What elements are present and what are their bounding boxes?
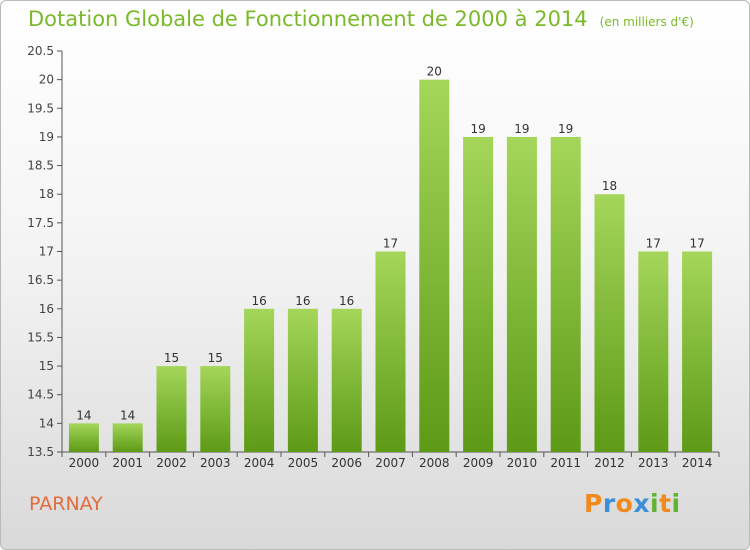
x-tick-label: 2006 [331, 456, 362, 470]
logo-letter: i [671, 489, 681, 518]
y-tick-label: 17 [39, 245, 54, 259]
bar [112, 423, 143, 452]
y-tick-label: 20 [39, 73, 54, 87]
y-tick-label: 18 [39, 187, 54, 201]
y-tick-label: 16.5 [27, 273, 54, 287]
y-tick-label: 20.5 [27, 44, 54, 58]
bar [419, 79, 450, 453]
bar [463, 136, 494, 452]
bar-value-label: 20 [427, 65, 442, 79]
chart-subtitle: (en milliers d'€) [599, 15, 694, 29]
x-tick-label: 2002 [156, 456, 187, 470]
bar [506, 136, 537, 452]
y-tick-label: 16 [39, 302, 54, 316]
x-tick-label: 2011 [550, 456, 581, 470]
logo-letter: i [650, 489, 660, 518]
bar-value-label: 16 [339, 294, 354, 308]
x-tick-label: 2003 [200, 456, 231, 470]
x-tick-label: 2010 [507, 456, 538, 470]
y-tick-label: 14 [39, 416, 54, 430]
x-tick-label: 2009 [463, 456, 494, 470]
x-tick-label: 2004 [244, 456, 275, 470]
chart-title: Dotation Globale de Fonctionnement de 20… [28, 7, 588, 31]
x-tick-label: 2013 [638, 456, 669, 470]
bar-value-label: 17 [689, 237, 704, 251]
x-tick-label: 2001 [112, 456, 143, 470]
bar-value-label: 14 [76, 408, 91, 422]
x-tick-label: 2014 [682, 456, 713, 470]
bar-value-label: 16 [251, 294, 266, 308]
commune-name: PARNAY [29, 493, 103, 515]
logo-letter: P [584, 489, 603, 518]
bar-value-label: 14 [120, 408, 135, 422]
bar-value-label: 19 [558, 122, 573, 136]
x-tick-label: 2007 [375, 456, 406, 470]
bar-value-label: 17 [646, 237, 661, 251]
bar [638, 251, 669, 452]
bar-value-label: 19 [514, 122, 529, 136]
x-tick-label: 2008 [419, 456, 450, 470]
y-tick-label: 17.5 [27, 216, 54, 230]
bar [244, 308, 275, 452]
bar [200, 366, 231, 452]
logo-letter: x [633, 489, 650, 518]
x-tick-label: 2012 [594, 456, 625, 470]
bar-value-label: 15 [208, 351, 223, 365]
bar [287, 308, 318, 452]
y-tick-label: 15 [39, 359, 54, 373]
logo-letter: r [602, 489, 616, 518]
x-tick-label: 2000 [69, 456, 100, 470]
bar-value-label: 16 [295, 294, 310, 308]
y-tick-label: 13.5 [27, 445, 54, 459]
bar [682, 251, 713, 452]
bar-value-label: 17 [383, 237, 398, 251]
chart-title-area: Dotation Globale de Fonctionnement de 20… [28, 7, 694, 31]
y-tick-label: 14.5 [27, 388, 54, 402]
y-tick-label: 19 [39, 130, 54, 144]
bar [550, 136, 581, 452]
bar-value-label: 19 [470, 122, 485, 136]
proxiti-logo: Proxiti [584, 489, 681, 518]
bar-value-label: 15 [164, 351, 179, 365]
logo-letter: t [659, 489, 672, 518]
bar [156, 366, 187, 452]
x-tick-label: 2005 [288, 456, 319, 470]
bar [375, 251, 406, 452]
bar [594, 194, 625, 452]
bar [331, 308, 362, 452]
y-tick-label: 15.5 [27, 330, 54, 344]
y-tick-label: 18.5 [27, 159, 54, 173]
bar [68, 423, 99, 452]
bar-value-label: 18 [602, 179, 617, 193]
y-tick-label: 19.5 [27, 101, 54, 115]
logo-letter: o [615, 489, 634, 518]
